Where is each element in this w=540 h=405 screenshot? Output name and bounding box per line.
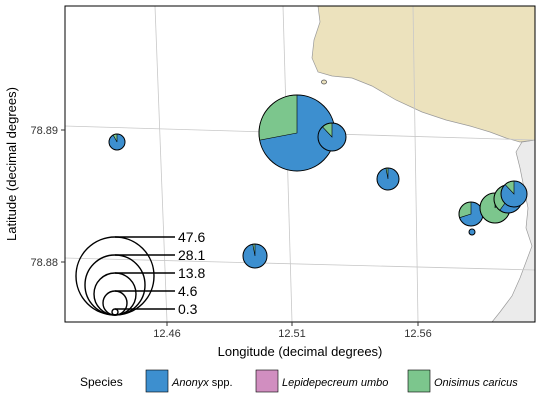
x-tick-label-1: 12.46 <box>153 328 181 340</box>
species-legend: Species Anonyx spp. Lepidepecreum umbo O… <box>80 369 518 393</box>
legend-label-anonyx: Anonyx spp. <box>171 377 233 389</box>
land-mass <box>311 6 535 143</box>
pie-symbols <box>108 94 528 269</box>
legend-title: Species <box>80 375 123 389</box>
size-label-28-1: 28.1 <box>178 247 205 263</box>
pie-outline <box>468 228 476 236</box>
site-pie <box>317 122 347 152</box>
y-tick-label-2: 78.88 <box>30 257 58 269</box>
pie-slice-anonyx <box>469 229 475 235</box>
site-pie <box>458 201 484 227</box>
size-label-4-6: 4.6 <box>178 283 198 299</box>
pie-outline <box>108 133 126 151</box>
y-axis-title: Latitude (decimal degrees) <box>4 87 19 241</box>
x-axis-title: Longitude (decimal degrees) <box>218 344 383 359</box>
site-pie <box>468 228 476 236</box>
size-label-13-8: 13.8 <box>178 265 205 281</box>
size-label-0-3: 0.3 <box>178 301 198 317</box>
legend-label-onisimus: Onisimus caricus <box>434 377 518 389</box>
site-pie <box>108 133 126 151</box>
pie-outline <box>500 180 528 208</box>
size-legend <box>75 236 175 316</box>
site-pie <box>242 243 268 269</box>
pie-outline <box>317 122 347 152</box>
size-label-47-6: 47.6 <box>178 229 205 245</box>
site-pie <box>376 167 400 191</box>
x-tick-label-3: 12.56 <box>404 328 432 340</box>
pie-outline <box>376 167 400 191</box>
x-tick-label-2: 12.51 <box>278 328 306 340</box>
legend-label-lepidepecreum: Lepidepecreum umbo <box>282 377 388 389</box>
site-pie <box>500 180 528 208</box>
panel-frame <box>64 5 536 323</box>
legend-swatch-lepidepecreum <box>255 369 279 393</box>
legend-swatch-anonyx <box>145 369 169 393</box>
pie-outline <box>242 243 268 269</box>
islet <box>321 79 327 85</box>
legend-swatch-onisimus <box>407 369 431 393</box>
y-tick-label-1: 78.89 <box>30 125 58 137</box>
